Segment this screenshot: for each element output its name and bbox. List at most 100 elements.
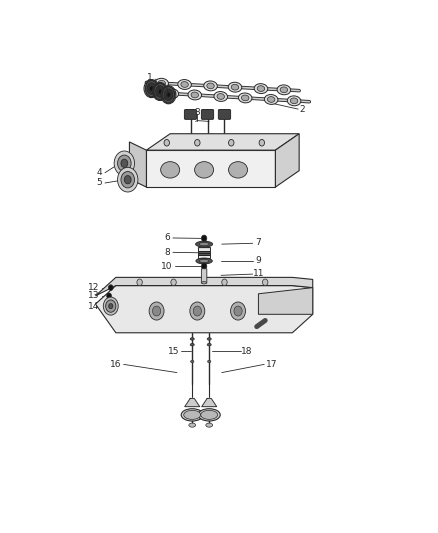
Ellipse shape <box>168 91 176 96</box>
Polygon shape <box>95 277 313 296</box>
Ellipse shape <box>207 83 214 89</box>
Ellipse shape <box>204 81 217 91</box>
Circle shape <box>117 155 131 172</box>
Circle shape <box>106 300 116 312</box>
Circle shape <box>107 293 111 298</box>
FancyBboxPatch shape <box>198 251 210 252</box>
Ellipse shape <box>208 360 211 363</box>
Ellipse shape <box>287 96 301 106</box>
Ellipse shape <box>198 409 220 421</box>
Text: 10: 10 <box>161 262 173 271</box>
Ellipse shape <box>217 94 224 99</box>
Ellipse shape <box>181 409 203 421</box>
FancyBboxPatch shape <box>201 269 207 283</box>
Circle shape <box>124 175 131 184</box>
Ellipse shape <box>277 85 291 95</box>
Circle shape <box>230 302 246 320</box>
Ellipse shape <box>201 410 218 419</box>
Circle shape <box>201 235 207 241</box>
Circle shape <box>117 167 138 192</box>
Circle shape <box>193 306 201 316</box>
Ellipse shape <box>268 96 275 102</box>
FancyBboxPatch shape <box>219 109 230 119</box>
Ellipse shape <box>150 86 153 91</box>
Text: 2: 2 <box>300 106 305 115</box>
Ellipse shape <box>238 93 252 103</box>
Polygon shape <box>95 286 313 333</box>
Ellipse shape <box>207 343 211 346</box>
Ellipse shape <box>214 92 227 101</box>
FancyBboxPatch shape <box>198 250 210 251</box>
Ellipse shape <box>199 243 209 246</box>
Ellipse shape <box>265 94 278 104</box>
Ellipse shape <box>155 86 164 97</box>
Ellipse shape <box>254 84 268 93</box>
Ellipse shape <box>165 88 179 99</box>
Ellipse shape <box>155 78 169 88</box>
Text: 16: 16 <box>110 360 122 369</box>
Text: 3: 3 <box>194 108 200 117</box>
Ellipse shape <box>184 410 201 419</box>
Ellipse shape <box>190 343 194 346</box>
Polygon shape <box>276 134 299 187</box>
Ellipse shape <box>178 79 191 90</box>
FancyBboxPatch shape <box>198 252 210 253</box>
Polygon shape <box>146 150 276 187</box>
Ellipse shape <box>166 92 170 97</box>
Ellipse shape <box>206 423 212 427</box>
Circle shape <box>109 304 113 309</box>
Circle shape <box>121 172 134 188</box>
Text: 14: 14 <box>88 302 99 311</box>
Text: 1: 1 <box>147 73 153 82</box>
Ellipse shape <box>196 258 212 264</box>
Ellipse shape <box>191 360 194 363</box>
Ellipse shape <box>194 161 214 178</box>
Circle shape <box>190 302 205 320</box>
Text: 11: 11 <box>253 269 264 278</box>
Polygon shape <box>258 288 313 314</box>
Ellipse shape <box>199 260 209 263</box>
Ellipse shape <box>164 89 173 101</box>
Ellipse shape <box>181 82 188 87</box>
Ellipse shape <box>290 98 298 104</box>
Polygon shape <box>146 134 299 150</box>
Polygon shape <box>130 142 146 187</box>
Circle shape <box>222 279 227 286</box>
Circle shape <box>229 140 234 146</box>
Ellipse shape <box>158 89 162 94</box>
Ellipse shape <box>162 86 175 103</box>
FancyBboxPatch shape <box>198 255 210 256</box>
Ellipse shape <box>196 241 212 247</box>
Text: 8: 8 <box>164 248 170 257</box>
Ellipse shape <box>147 83 156 94</box>
Circle shape <box>194 140 200 146</box>
Circle shape <box>137 279 142 286</box>
Circle shape <box>164 140 170 146</box>
Ellipse shape <box>161 161 180 178</box>
Text: 17: 17 <box>266 360 278 369</box>
Ellipse shape <box>202 281 206 284</box>
Ellipse shape <box>229 161 247 178</box>
Ellipse shape <box>280 87 288 93</box>
Circle shape <box>259 140 265 146</box>
Circle shape <box>152 306 161 316</box>
Text: 5: 5 <box>96 179 102 188</box>
Text: 6: 6 <box>164 233 170 243</box>
Ellipse shape <box>188 90 201 100</box>
Ellipse shape <box>191 92 198 98</box>
Ellipse shape <box>241 95 249 101</box>
Text: 13: 13 <box>88 292 99 300</box>
Text: 15: 15 <box>168 347 179 356</box>
Circle shape <box>262 279 268 286</box>
Text: 9: 9 <box>255 256 261 265</box>
Circle shape <box>149 302 164 320</box>
Ellipse shape <box>145 80 158 97</box>
Ellipse shape <box>154 83 166 100</box>
Circle shape <box>121 159 128 167</box>
Text: 4: 4 <box>96 168 102 177</box>
Ellipse shape <box>158 80 166 86</box>
Circle shape <box>171 279 176 286</box>
Ellipse shape <box>189 423 196 427</box>
FancyBboxPatch shape <box>184 109 197 119</box>
Circle shape <box>103 297 118 315</box>
